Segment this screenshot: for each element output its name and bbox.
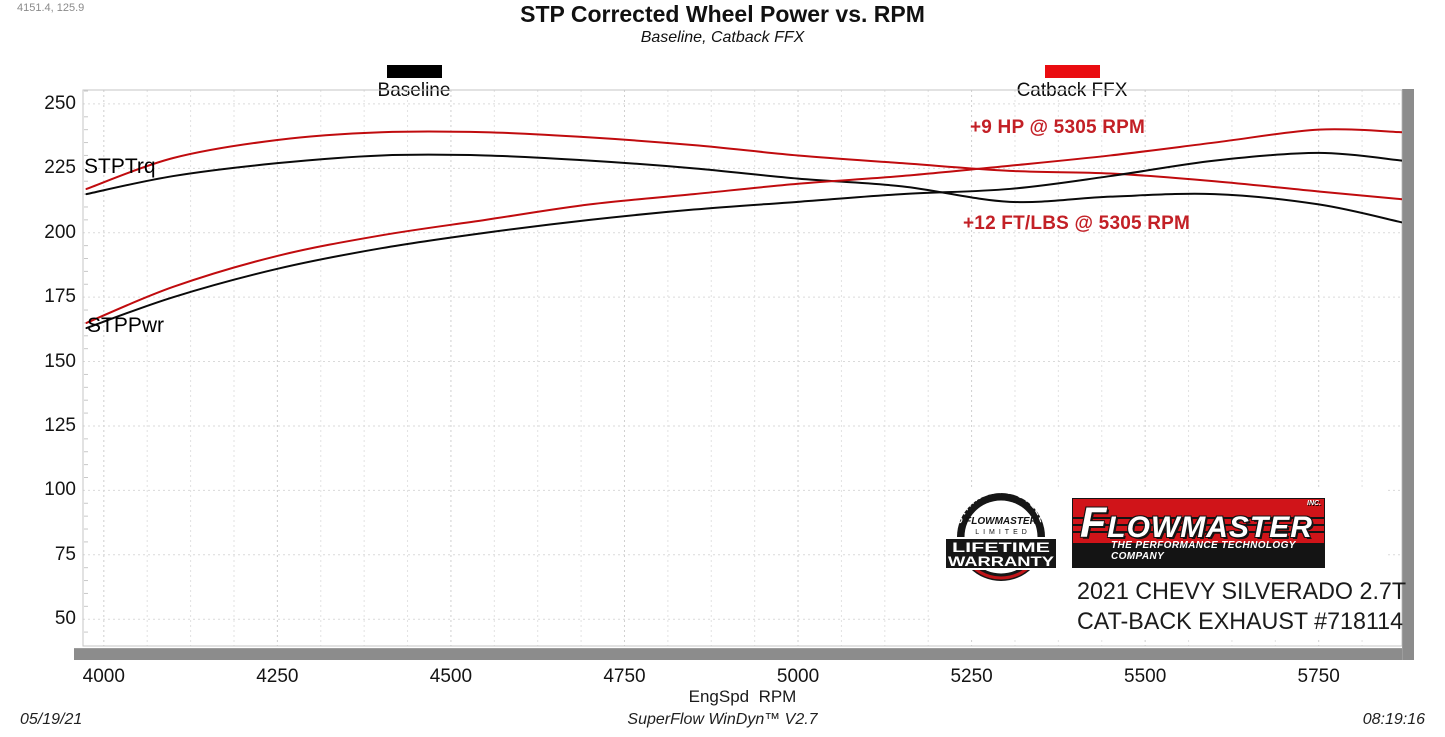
chart-subtitle: Baseline, Catback FFX [640, 29, 805, 46]
power-curve-label: STPPwr [87, 314, 165, 337]
lifetime-warranty-badge: STAINLESS STEEL FLOWMASTER LIMITED LIFET… [944, 490, 1058, 581]
y-tick-label: 75 [54, 543, 76, 565]
badge-banner [944, 537, 1058, 570]
legend-swatch-baseline [387, 65, 442, 78]
logo-tagline-text: THE PERFORMANCE TECHNOLOGY COMPANY [1111, 540, 1296, 562]
curve-stptrq-baseline [85, 153, 1403, 224]
badge-limited-text: LIMITED [975, 529, 1031, 536]
curve-stppwr-baseline [85, 151, 1403, 330]
logo-pinstripe [1073, 524, 1324, 526]
chart-title: STP Corrected Wheel Power vs. RPM [520, 1, 925, 27]
legend-swatch-catback [1045, 65, 1100, 78]
curve-stppwr-catback-ffx [85, 128, 1403, 324]
y-tick-label: 225 [44, 157, 76, 179]
y-tick-label: 125 [44, 414, 76, 436]
badge-warranty-text: WARRANTY [948, 553, 1055, 569]
logo-pinstripe [1073, 531, 1324, 533]
torque-gain-annotation: +12 FT/LBS @ 5305 RPM [963, 213, 1191, 234]
badge-red-arc [958, 494, 1044, 580]
x-tick-label: 5250 [950, 666, 993, 687]
logo-red-band [1073, 499, 1324, 543]
logo-pinstripe [1073, 517, 1324, 519]
torque-curve-label: STPTrq [84, 155, 156, 178]
curve-stptrq-catback-ffx [85, 130, 1403, 201]
y-tick-label: 100 [44, 479, 76, 501]
x-tick-label: 5500 [1124, 666, 1167, 687]
x-tick-label: 5750 [1297, 666, 1340, 687]
badge-lifetime-text: LIFETIME [952, 539, 1050, 555]
horizontal-scrollbar[interactable] [74, 648, 1414, 660]
y-tick-label: 250 [44, 92, 76, 114]
vertical-scrollbar[interactable] [1402, 89, 1414, 660]
footer-time: 08:19:16 [1362, 711, 1425, 728]
footer-date: 05/19/21 [20, 711, 83, 728]
x-tick-label: 4750 [603, 666, 646, 687]
vehicle-description-line1: 2021 CHEVY SILVERADO 2.7T [1077, 578, 1407, 605]
y-tick-label: 175 [44, 286, 76, 308]
x-tick-label: 4000 [82, 666, 125, 687]
x-tick-label: 4250 [256, 666, 299, 687]
y-tick-label: 50 [54, 608, 76, 630]
logo-brand-text: FLOWMASTER [1080, 499, 1313, 547]
vehicle-description-line2: CAT-BACK EXHAUST #718114 [1077, 608, 1404, 635]
y-tick-label: 150 [44, 350, 76, 372]
badge-brand-text: FLOWMASTER [965, 516, 1037, 527]
logo-inc-text: INC. [1307, 500, 1321, 507]
cursor-position-readout: 4151.4, 125.9 [17, 2, 85, 14]
y-tick-label: 200 [44, 221, 76, 243]
flowmaster-logo: FLOWMASTER INC. THE PERFORMANCE TECHNOLO… [1072, 498, 1325, 568]
x-tick-label: 5000 [776, 666, 820, 687]
footer-software-name: SuperFlow WinDyn™ V2.7 [627, 711, 818, 728]
x-axis-label: EngSpd RPM [688, 687, 797, 706]
hp-gain-annotation: +9 HP @ 5305 RPM [970, 117, 1146, 138]
x-tick-label: 4500 [429, 666, 473, 687]
